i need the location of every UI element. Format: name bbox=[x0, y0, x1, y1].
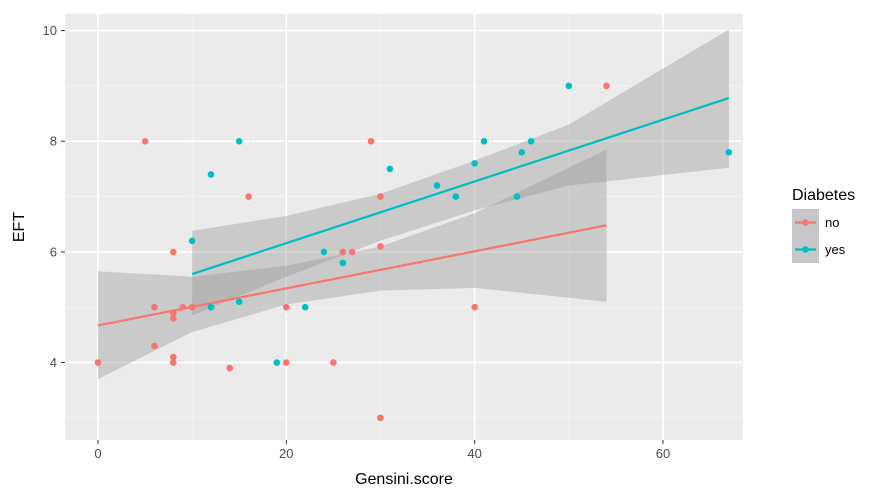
point-yes bbox=[565, 82, 573, 90]
point-yes bbox=[513, 193, 521, 200]
y-tick-label: 4 bbox=[50, 355, 57, 370]
point-no bbox=[471, 303, 478, 311]
legend-label-yes: yes bbox=[825, 242, 846, 257]
x-tick-label: 0 bbox=[94, 446, 101, 461]
x-tick-label: 40 bbox=[467, 446, 481, 461]
data-points bbox=[94, 82, 733, 422]
legend-label-no: no bbox=[825, 215, 839, 230]
legend: Diabetes no yes bbox=[792, 187, 855, 263]
confidence-band-no bbox=[98, 149, 607, 380]
point-no bbox=[339, 248, 347, 256]
plot-panel bbox=[65, 14, 743, 440]
point-yes bbox=[235, 298, 243, 305]
confidence-band-yes bbox=[192, 29, 729, 316]
point-yes bbox=[339, 259, 347, 267]
point-yes bbox=[527, 137, 535, 145]
point-yes bbox=[452, 193, 460, 200]
point-yes bbox=[518, 149, 526, 156]
point-yes bbox=[301, 303, 309, 311]
point-no bbox=[94, 359, 102, 366]
point-no bbox=[151, 303, 158, 311]
point-no bbox=[169, 353, 177, 361]
point-no bbox=[169, 359, 177, 366]
grid-major bbox=[65, 14, 743, 440]
y-tick-label: 6 bbox=[50, 244, 57, 259]
point-no bbox=[282, 303, 290, 311]
point-no bbox=[377, 193, 384, 200]
x-tick-label: 60 bbox=[656, 446, 670, 461]
point-no bbox=[226, 364, 234, 372]
point-no bbox=[169, 248, 177, 256]
point-no bbox=[603, 82, 610, 90]
point-no bbox=[348, 248, 356, 256]
point-yes bbox=[207, 171, 215, 178]
x-axis-title: Gensini.score bbox=[355, 471, 453, 488]
point-no bbox=[282, 359, 290, 366]
point-no bbox=[188, 303, 196, 311]
y-axis-title: EFT bbox=[11, 212, 28, 242]
legend-point-yes bbox=[802, 246, 809, 253]
point-yes bbox=[207, 303, 215, 311]
point-no bbox=[141, 137, 149, 145]
x-tick-label: 20 bbox=[279, 446, 293, 461]
point-yes bbox=[320, 248, 328, 256]
point-yes bbox=[235, 137, 243, 145]
point-yes bbox=[433, 182, 441, 189]
confidence-bands bbox=[98, 29, 729, 380]
fit-line-yes bbox=[191, 97, 730, 276]
point-yes bbox=[471, 160, 478, 167]
y-tick-label: 10 bbox=[43, 23, 57, 38]
point-no bbox=[377, 243, 384, 250]
point-no bbox=[179, 303, 187, 311]
point-yes bbox=[480, 137, 488, 145]
point-no bbox=[169, 314, 177, 322]
x-axis-ticks: 0 20 40 60 bbox=[94, 440, 670, 461]
legend-point-no bbox=[802, 219, 809, 226]
point-yes bbox=[386, 165, 394, 173]
y-axis-ticks: 4 6 8 10 bbox=[43, 23, 65, 370]
point-no bbox=[245, 193, 252, 200]
point-yes bbox=[273, 359, 281, 366]
point-no bbox=[330, 359, 337, 366]
point-no bbox=[367, 137, 375, 145]
point-no bbox=[169, 309, 177, 317]
point-yes bbox=[188, 237, 196, 245]
legend-title: Diabetes bbox=[792, 187, 855, 204]
point-no bbox=[377, 414, 384, 422]
point-yes bbox=[725, 149, 733, 156]
point-no bbox=[151, 342, 158, 350]
y-tick-label: 8 bbox=[50, 134, 57, 149]
